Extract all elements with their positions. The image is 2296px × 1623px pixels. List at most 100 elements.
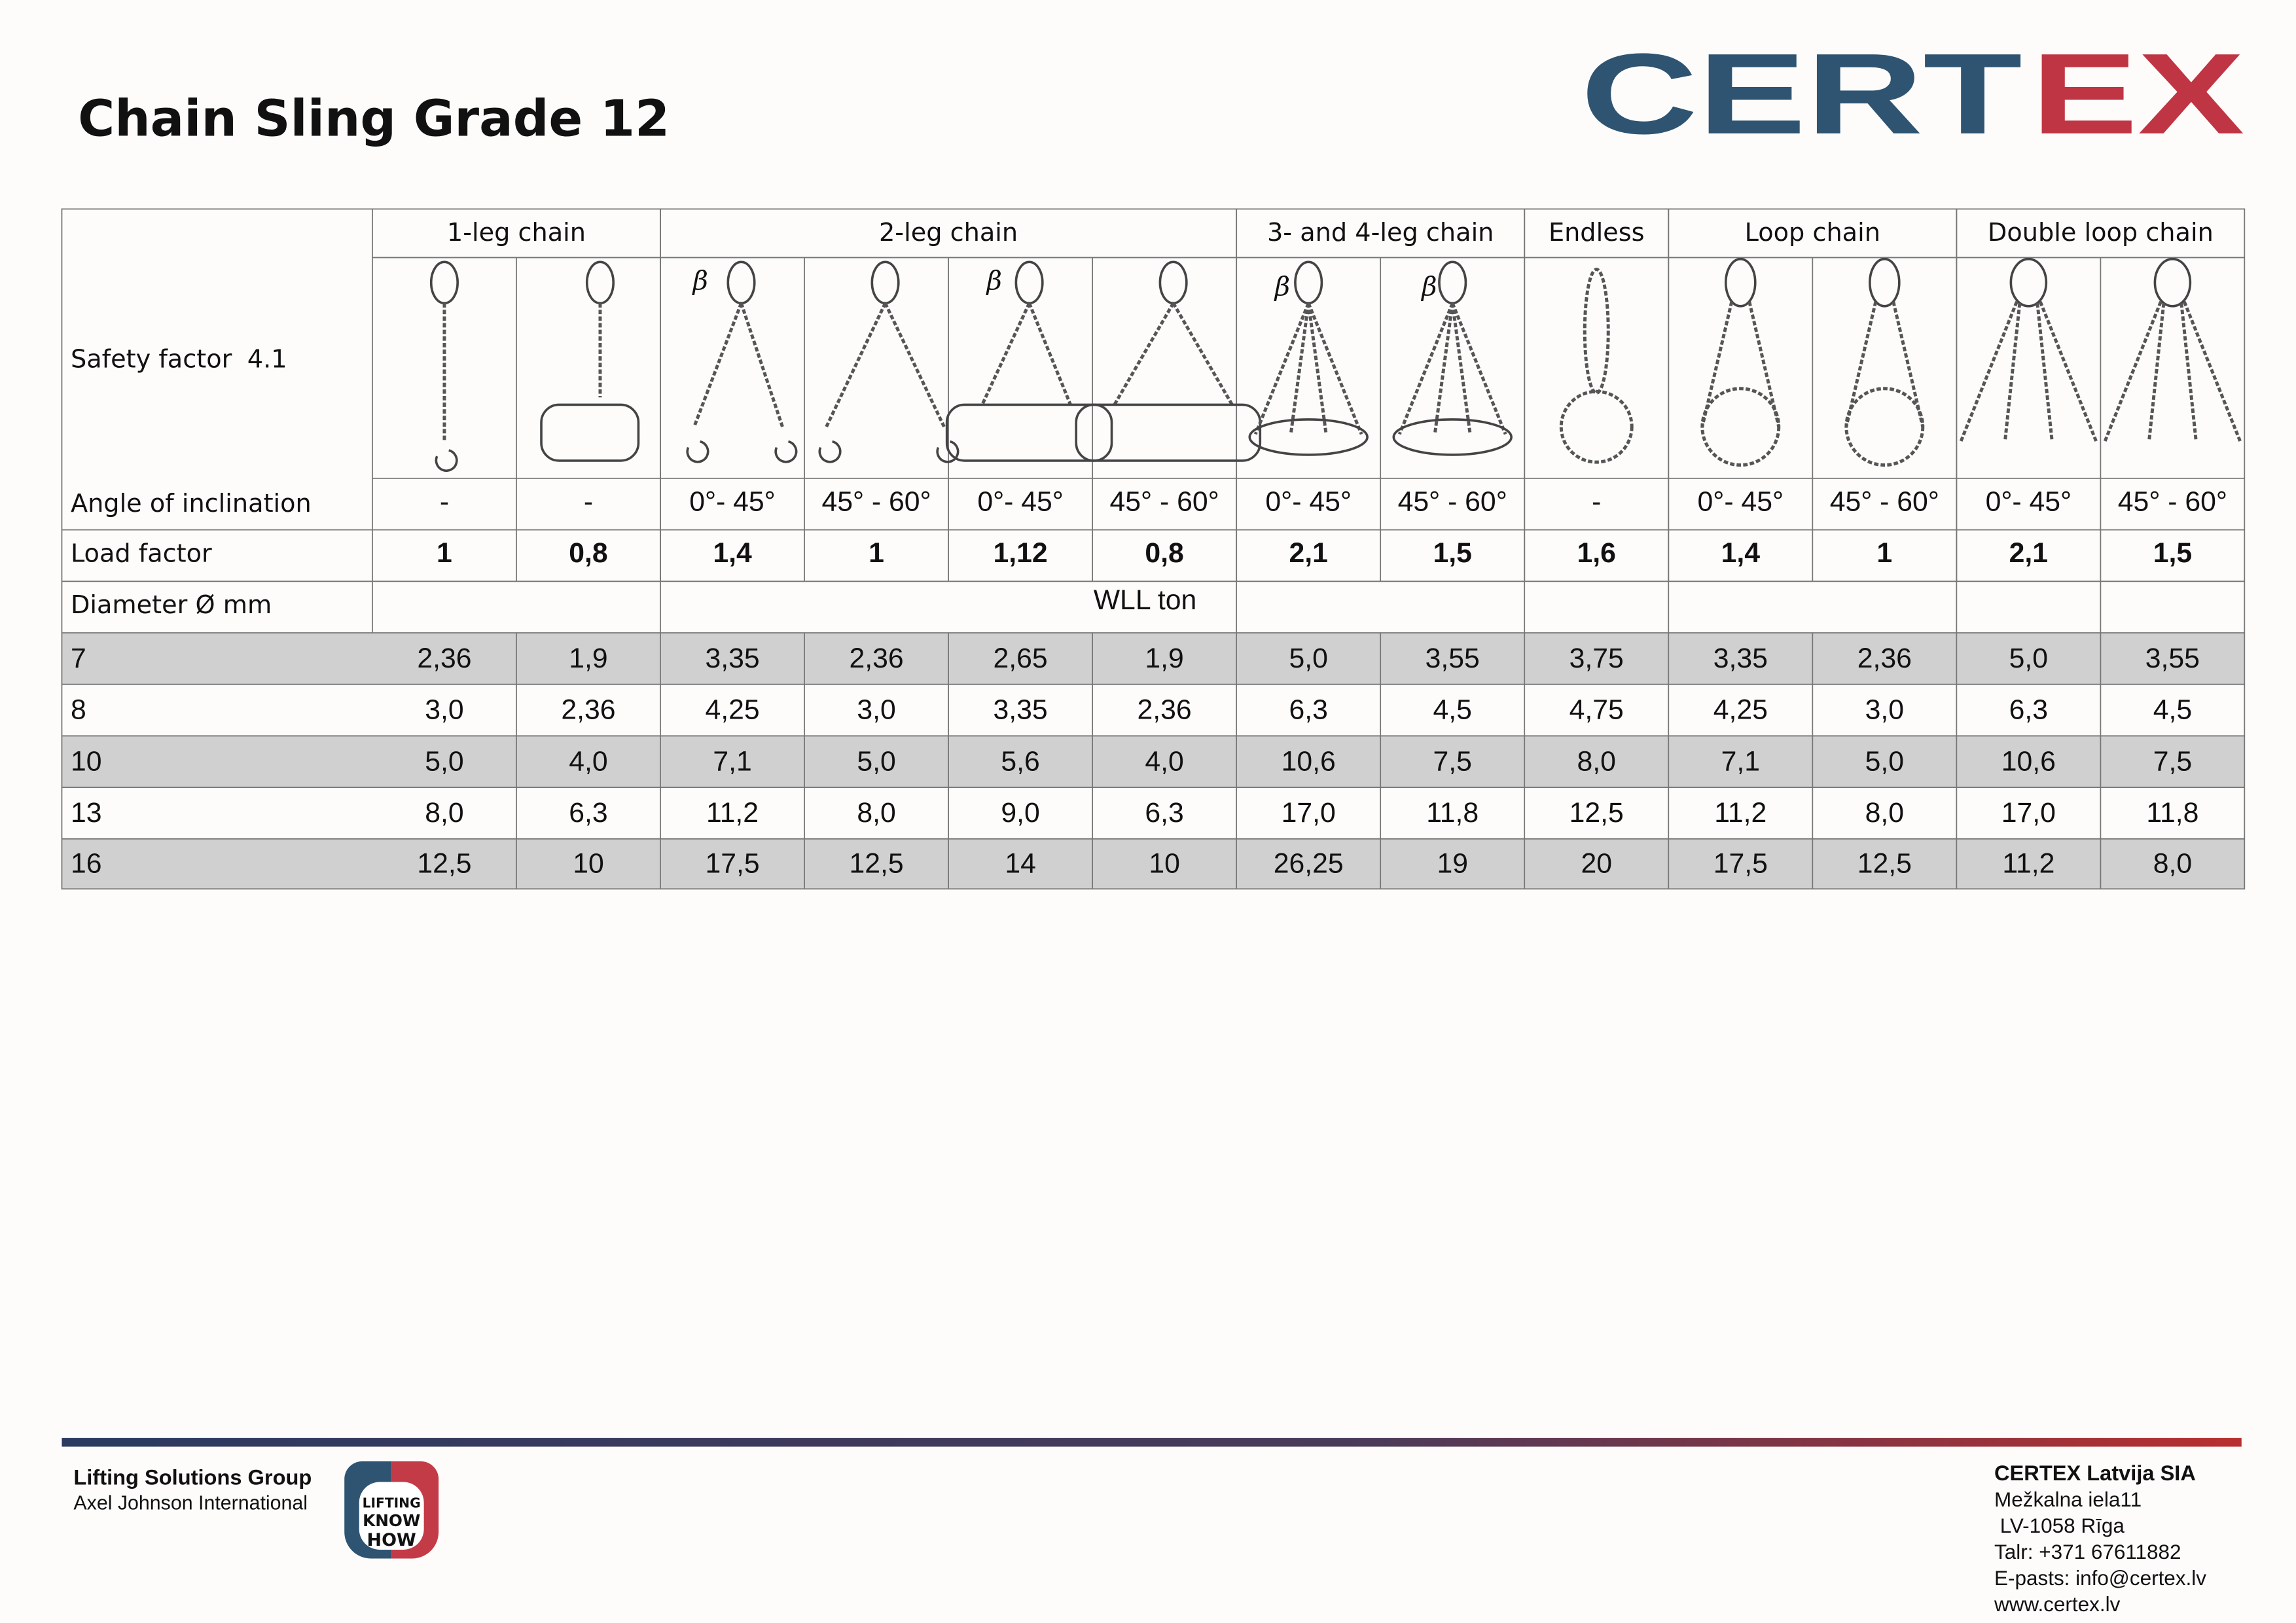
logo-text: EX [2031, 30, 2244, 158]
table-border [61, 208, 2246, 890]
row-label: Diameter Ø mm [71, 591, 272, 620]
cell-value: 3,0 [1865, 694, 1904, 726]
cell-value: 17,5 [1713, 848, 1768, 880]
load [1248, 418, 1369, 456]
cell-value: 26,25 [1274, 848, 1344, 880]
group-header: Endless [1549, 219, 1645, 247]
group-header: 3- and 4-leg chain [1267, 219, 1494, 247]
cell-value: 4,5 [2153, 694, 2192, 726]
chain [1113, 302, 1175, 406]
cell-value: 8,0 [1865, 797, 1904, 829]
chain [1172, 302, 1234, 406]
cell-value: 2,36 [1138, 694, 1192, 726]
unit-label: WLL ton [1094, 584, 1197, 616]
hook [435, 449, 458, 473]
cell-value: 14 [1005, 848, 1036, 880]
cell-value: 6,3 [2009, 694, 2048, 726]
hook [936, 440, 960, 463]
angle: 0°- 45° [1698, 486, 1784, 517]
row-shade [62, 838, 2245, 889]
angle: 0°- 45° [1265, 486, 1352, 517]
badge-text: LIFTING [363, 1495, 421, 1511]
address-line: LV-1058 Rīga [1994, 1514, 2125, 1537]
load [1844, 387, 1925, 467]
cell-value: 4,5 [1433, 694, 1472, 726]
cell-value: 3,55 [2145, 643, 2200, 674]
table: 1-leg chain 2-leg chain 3- and 4-leg chain… [61, 208, 2246, 890]
cell-value: 6,3 [1145, 797, 1183, 829]
chain [1959, 301, 2018, 442]
cell-value: 11,8 [2146, 797, 2198, 829]
load-factor: 2,1 [2009, 537, 2048, 569]
cell-value: 6,3 [1289, 694, 1327, 726]
cell-value: 7,5 [2153, 745, 2192, 777]
load [1392, 418, 1513, 456]
ring [870, 260, 900, 305]
chain [1397, 302, 1454, 435]
diameter: 13 [71, 797, 102, 829]
row-label: Load factor [71, 539, 212, 568]
chain [1450, 302, 1472, 435]
logo-text: CERT [1581, 30, 2022, 158]
cell-value: 17,0 [1282, 797, 1336, 829]
cell-value: 3,35 [705, 643, 759, 674]
chain [825, 302, 887, 428]
angle: 45° - 60° [2118, 486, 2227, 517]
beta: β [986, 264, 1002, 296]
load-factor: 1 [1876, 537, 1892, 569]
ring [1724, 258, 1757, 308]
diameter: 16 [71, 848, 102, 880]
cell-value: 5,0 [857, 745, 895, 777]
chain [1306, 302, 1363, 435]
badge-text: HOW [367, 1530, 416, 1550]
ring [2009, 258, 2048, 308]
chain [980, 302, 1031, 406]
cell-value: 3,0 [425, 694, 463, 726]
cell-value: 5,0 [2009, 643, 2048, 674]
angle: 45° - 60° [1830, 486, 1939, 517]
load [1075, 403, 1262, 462]
chain-loop [1583, 268, 1610, 395]
cell-value: 4,25 [1713, 694, 1768, 726]
beta: β [1274, 270, 1290, 302]
chain [692, 302, 743, 428]
cell-value: 7,1 [713, 745, 751, 777]
load-factor: 1,12 [994, 537, 1048, 569]
ring [1294, 260, 1323, 305]
cell-value: 2,36 [417, 643, 471, 674]
angle: - [440, 486, 449, 517]
cell-value: 12,5 [1570, 797, 1624, 829]
cell-value: 4,0 [1145, 745, 1183, 777]
logo: CERT EX [1581, 30, 2244, 158]
cell-value: 3,35 [994, 694, 1048, 726]
ring [429, 260, 459, 305]
load [945, 403, 1113, 462]
chain [1253, 302, 1310, 435]
ring [1869, 258, 1901, 308]
angle: 45° - 60° [1110, 486, 1219, 517]
group-name: Lifting Solutions Group [73, 1465, 312, 1489]
badge: LIFTING KNOW HOW [344, 1461, 439, 1559]
ring [726, 260, 756, 305]
chain [1306, 302, 1328, 435]
badge-text: KNOW [363, 1511, 420, 1530]
cell-value: 3,55 [1426, 643, 1480, 674]
chain [2003, 303, 2022, 442]
cell-value: 12,5 [417, 848, 471, 880]
cell-value: 8,0 [1577, 745, 1616, 777]
cell-value: 7,5 [1433, 745, 1472, 777]
cell-value: 3,35 [1713, 643, 1768, 674]
group-header: 2-leg chain [879, 219, 1018, 247]
row-label: Angle of inclination [71, 490, 312, 518]
cell-value: 5,6 [1001, 745, 1039, 777]
cell-value: 17,5 [705, 848, 759, 880]
diameter: 7 [71, 643, 86, 674]
cell-value: 19 [1437, 848, 1468, 880]
load-factor: 1 [437, 537, 452, 569]
cell-value: 6,3 [569, 797, 607, 829]
ring [585, 260, 615, 305]
cell-value: 10 [1149, 848, 1180, 880]
cell-value: 2,65 [994, 643, 1048, 674]
load-factor: 1,4 [1721, 537, 1761, 569]
